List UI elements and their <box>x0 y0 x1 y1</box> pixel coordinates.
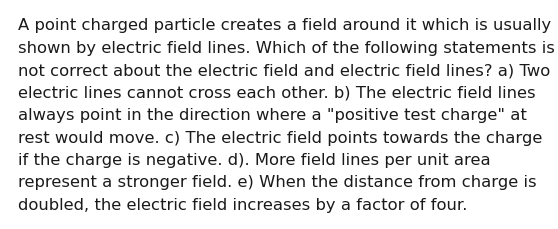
Text: if the charge is negative. d). More field lines per unit area: if the charge is negative. d). More fiel… <box>18 152 490 167</box>
Text: always point in the direction where a "positive test charge" at: always point in the direction where a "p… <box>18 108 527 123</box>
Text: not correct about the electric field and electric field lines? a) Two: not correct about the electric field and… <box>18 63 550 78</box>
Text: doubled, the electric field increases by a factor of four.: doubled, the electric field increases by… <box>18 197 468 212</box>
Text: rest would move. c) The electric field points towards the charge: rest would move. c) The electric field p… <box>18 130 542 145</box>
Text: electric lines cannot cross each other. b) The electric field lines: electric lines cannot cross each other. … <box>18 85 536 100</box>
Text: A point charged particle creates a field around it which is usually: A point charged particle creates a field… <box>18 18 551 33</box>
Text: represent a stronger field. e) When the distance from charge is: represent a stronger field. e) When the … <box>18 175 537 190</box>
Text: shown by electric field lines. Which of the following statements is: shown by electric field lines. Which of … <box>18 40 555 55</box>
